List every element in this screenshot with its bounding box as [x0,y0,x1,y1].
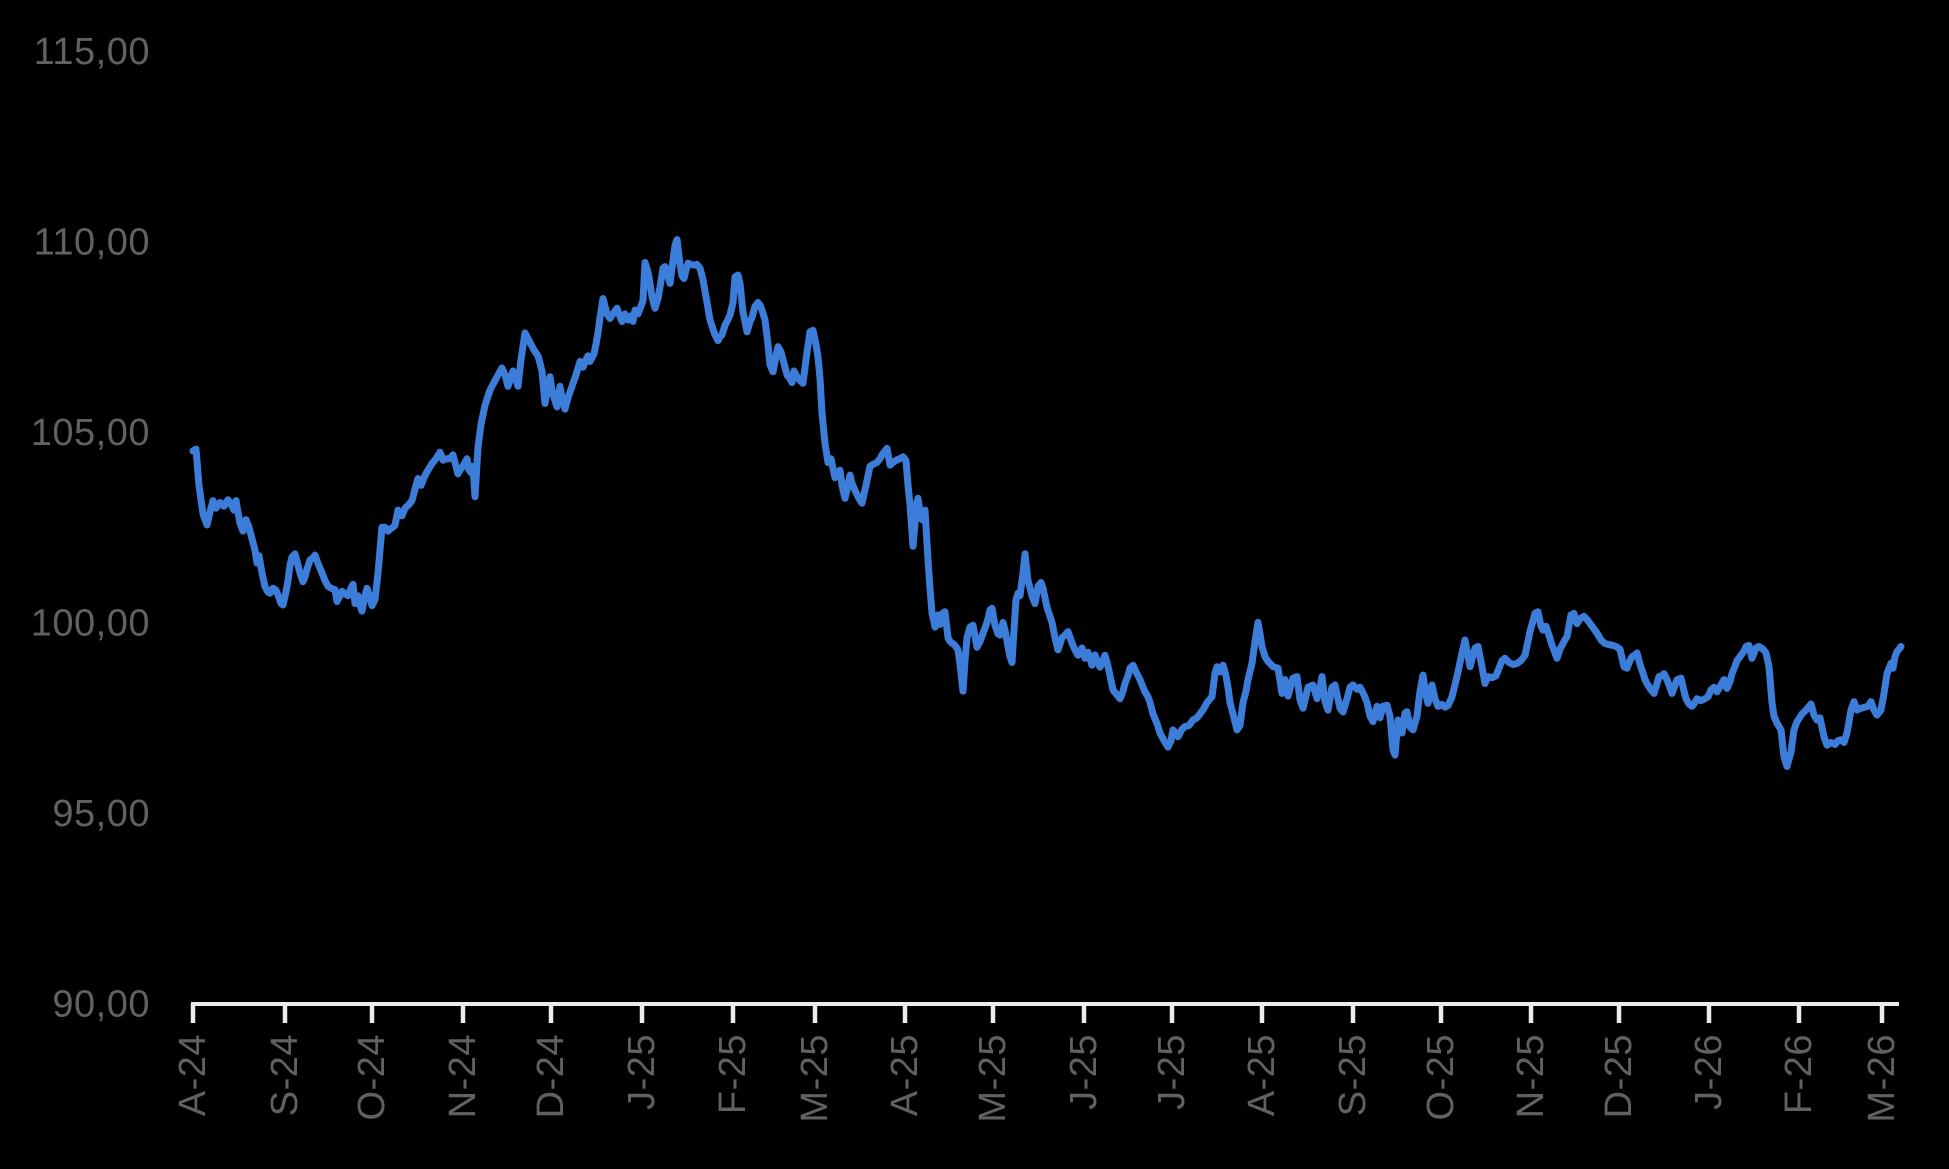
x-axis-tick-label: M-26 [1861,1034,1903,1123]
x-axis [190,1002,1899,1023]
x-axis-tick-label: F-25 [712,1034,754,1114]
x-axis-tick-label: D-24 [530,1034,572,1118]
series-line-group [189,236,1905,770]
y-axis-tick-label: 105,00 [31,412,150,454]
x-axis-tick-label: S-25 [1332,1034,1374,1116]
x-axis-tick-label: F-26 [1778,1034,1820,1114]
x-axis-tick-label: A-25 [1241,1034,1283,1116]
x-axis-tick-label: M-25 [972,1034,1014,1123]
y-axis-tick-label: 95,00 [52,793,150,835]
x-axis-tick-label: A-25 [884,1034,926,1116]
x-axis-tick-label: M-25 [794,1034,836,1123]
x-axis-tick-label: J-25 [621,1034,663,1110]
y-axis-tick-label: 90,00 [52,984,150,1026]
x-axis-tick-label: J-26 [1688,1034,1730,1110]
y-axis-labels: 115,00 110,00 105,00 100,00 95,00 90,00 [31,31,150,1026]
x-axis-tick-label: S-24 [264,1034,306,1116]
x-axis-tick-label: D-25 [1598,1034,1640,1118]
x-axis-tick-label: N-25 [1510,1034,1552,1118]
price-series-line [189,236,1905,770]
x-axis-tick-label: O-25 [1420,1034,1462,1120]
y-axis-tick-label: 115,00 [34,31,150,73]
x-axis-tick-label: J-25 [1063,1034,1105,1110]
x-axis-tick-label: O-24 [351,1034,393,1120]
x-axis-tick-label: A-24 [172,1034,214,1116]
y-axis-tick-label: 110,00 [34,222,150,264]
y-axis-tick-label: 100,00 [31,603,150,645]
x-axis-tick-label: N-24 [442,1034,484,1118]
x-axis-tick-label: J-25 [1151,1034,1193,1110]
x-axis-labels: A-24 S-24 O-24 N-24 D-24 J-25 F-25 M-25 A-25 M-25… [172,1034,1903,1123]
